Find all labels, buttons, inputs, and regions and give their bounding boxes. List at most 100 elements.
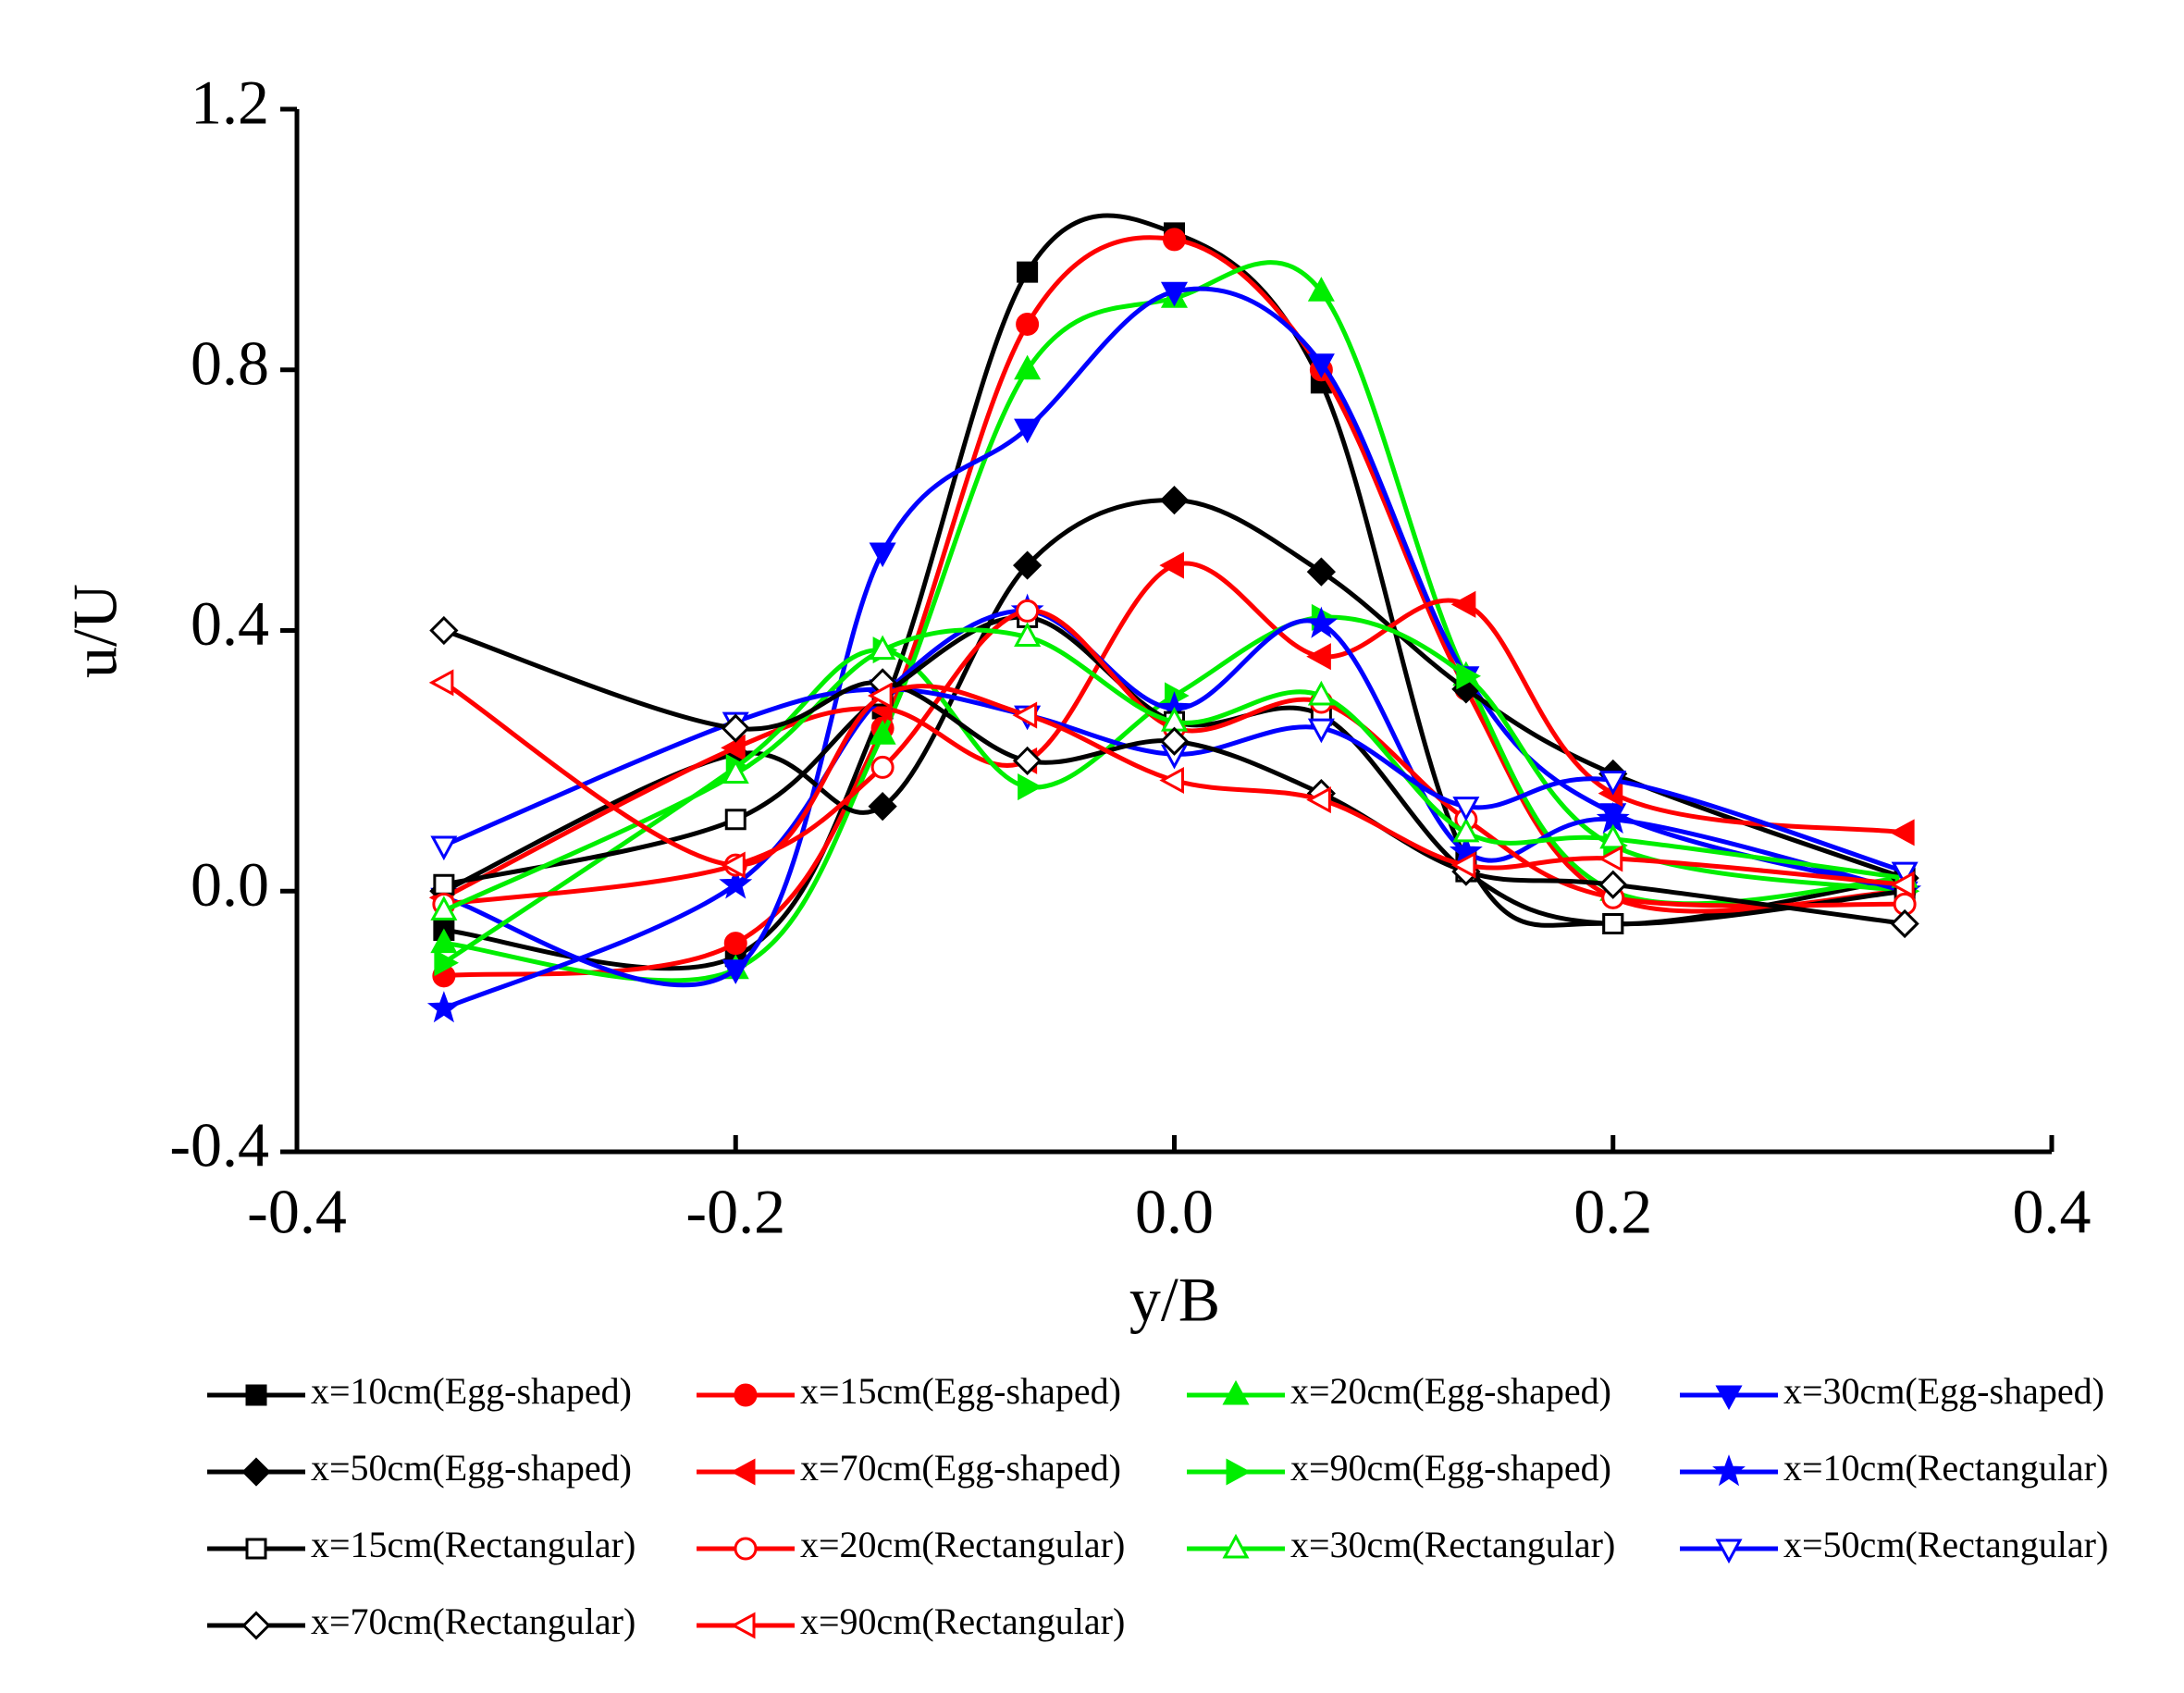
- marker: [1889, 871, 1915, 898]
- marker: [722, 759, 749, 784]
- legend-label: x=20cm(Egg-shaped): [1290, 1370, 1611, 1412]
- marker: [721, 851, 746, 879]
- marker: [1715, 1385, 1743, 1411]
- marker: [1890, 908, 1919, 939]
- marker: [1306, 557, 1336, 587]
- marker: [867, 682, 893, 710]
- marker: [1012, 701, 1038, 729]
- marker: [1014, 354, 1042, 380]
- marker: [868, 792, 897, 822]
- marker: [430, 928, 458, 954]
- marker: [1016, 312, 1040, 336]
- legend-label: x=30cm(Egg-shaped): [1783, 1370, 2104, 1412]
- marker: [734, 1537, 758, 1561]
- marker: [869, 720, 896, 745]
- marker: [429, 615, 459, 646]
- marker: [1016, 599, 1040, 623]
- marker: [869, 542, 896, 568]
- marker: [1222, 1379, 1250, 1405]
- marker: [241, 1457, 271, 1487]
- x-tick-label: 0.4: [2013, 1177, 2091, 1247]
- series-line: [443, 260, 1906, 983]
- marker: [1222, 1533, 1250, 1559]
- marker: [1715, 1539, 1743, 1564]
- marker: [1160, 281, 1189, 307]
- marker: [426, 991, 461, 1023]
- marker: [1159, 726, 1190, 756]
- x-tick-label: 0.0: [1135, 1177, 1214, 1247]
- marker: [1712, 1454, 1746, 1487]
- legend-label: x=90cm(Rectangular): [800, 1600, 1125, 1642]
- y-tick-label: 0.4: [191, 588, 269, 659]
- marker: [1307, 680, 1335, 706]
- marker: [1452, 797, 1480, 822]
- y-tick-label: 0.0: [191, 849, 269, 920]
- marker: [1013, 550, 1043, 580]
- legend-label: x=10cm(Rectangular): [1783, 1447, 2108, 1489]
- marker: [1307, 718, 1335, 744]
- series-line: [443, 614, 1906, 927]
- x-tick-label: -0.2: [685, 1177, 785, 1247]
- marker: [1014, 418, 1042, 444]
- marker: [245, 1538, 267, 1560]
- marker: [734, 1383, 758, 1407]
- marker: [1891, 861, 1919, 887]
- series-line: [443, 286, 1906, 988]
- marker: [1306, 786, 1331, 814]
- marker: [1450, 851, 1476, 879]
- marker: [1307, 353, 1335, 378]
- marker: [1014, 622, 1042, 648]
- marker: [723, 932, 747, 956]
- marker: [1306, 643, 1331, 671]
- legend-label: x=15cm(Rectangular): [311, 1524, 635, 1565]
- legend-label: x=30cm(Rectangular): [1290, 1524, 1615, 1565]
- marker: [1304, 606, 1339, 638]
- series-line: [443, 213, 1906, 971]
- legend-label: x=10cm(Egg-shaped): [311, 1370, 632, 1412]
- marker: [1013, 746, 1043, 775]
- marker: [1018, 773, 1043, 801]
- marker: [1159, 551, 1184, 579]
- marker: [1602, 912, 1624, 934]
- x-tick-label: 0.2: [1573, 1177, 1652, 1247]
- marker: [1456, 662, 1482, 690]
- x-axis-title: y/B: [1129, 1265, 1220, 1335]
- marker: [1307, 277, 1335, 302]
- marker: [722, 959, 749, 984]
- marker: [721, 734, 746, 761]
- marker: [724, 809, 747, 831]
- y-axis-title: u/U: [60, 584, 130, 678]
- marker: [870, 755, 895, 779]
- marker: [719, 867, 753, 899]
- legend-label: x=50cm(Egg-shaped): [311, 1447, 632, 1489]
- marker: [869, 635, 896, 661]
- y-tick-label: -0.4: [169, 1110, 269, 1180]
- marker: [1159, 766, 1184, 795]
- legend-label: x=70cm(Egg-shaped): [800, 1447, 1121, 1489]
- marker: [730, 1458, 756, 1486]
- marker: [1599, 823, 1627, 849]
- marker: [1598, 870, 1628, 899]
- marker: [1450, 590, 1476, 618]
- marker: [430, 835, 458, 861]
- legend-label: x=20cm(Rectangular): [800, 1524, 1125, 1565]
- marker: [1017, 261, 1039, 283]
- marker: [241, 1611, 271, 1640]
- legend-label: x=90cm(Egg-shaped): [1290, 1447, 1611, 1489]
- marker: [1159, 486, 1190, 515]
- marker: [433, 873, 455, 896]
- marker: [1226, 1458, 1252, 1486]
- marker: [721, 713, 750, 743]
- legend-label: x=15cm(Egg-shaped): [800, 1370, 1121, 1412]
- marker: [245, 1384, 267, 1406]
- marker: [1599, 771, 1627, 796]
- marker: [428, 669, 454, 697]
- marker: [1452, 817, 1480, 843]
- legend-label: x=70cm(Rectangular): [311, 1600, 635, 1642]
- marker: [1598, 845, 1623, 872]
- marker: [1889, 819, 1915, 846]
- y-tick-label: 1.2: [191, 68, 269, 138]
- marker: [730, 1612, 756, 1639]
